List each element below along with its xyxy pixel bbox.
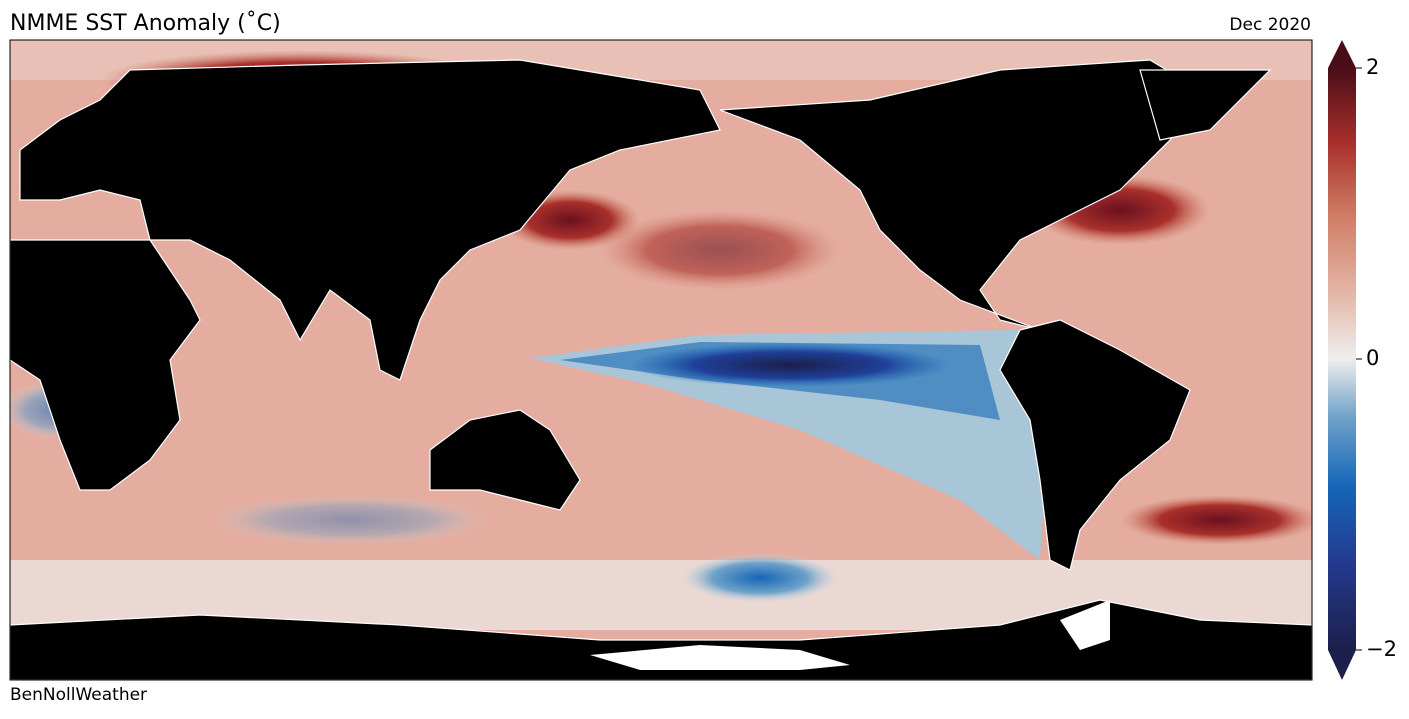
- colorbar-extend-min: [1328, 650, 1356, 680]
- map-title: NMME SST Anomaly (˚C): [10, 11, 281, 36]
- cool-anomaly: [680, 553, 840, 603]
- greenland: [1139, 69, 1272, 141]
- map-frame: [9, 39, 1313, 681]
- antarctica: [10, 599, 1312, 680]
- warm-anomaly: [600, 210, 840, 290]
- colorbar-tick-label: −2: [1366, 637, 1397, 661]
- credit: BenNollWeather: [10, 685, 147, 705]
- colorbar-tick-label: 0: [1366, 346, 1379, 370]
- colorbar: [1328, 40, 1356, 680]
- warm-anomaly: [1120, 495, 1312, 545]
- north-america: [719, 59, 1201, 331]
- cool-anomaly: [630, 343, 950, 387]
- colorbar-extend-max: [1328, 40, 1356, 68]
- australia: [429, 409, 581, 511]
- cool-anomaly: [210, 495, 490, 545]
- ice-shelf: [590, 645, 850, 670]
- south-america: [999, 319, 1191, 571]
- ice-shelf: [1060, 600, 1110, 650]
- colorbar-body: [1328, 68, 1356, 650]
- africa: [10, 239, 201, 491]
- eurasia: [19, 59, 721, 381]
- map: [10, 40, 1312, 680]
- map-date: Dec 2020: [1229, 15, 1311, 35]
- colorbar-tick-label: 2: [1366, 55, 1379, 79]
- land: [10, 59, 1312, 680]
